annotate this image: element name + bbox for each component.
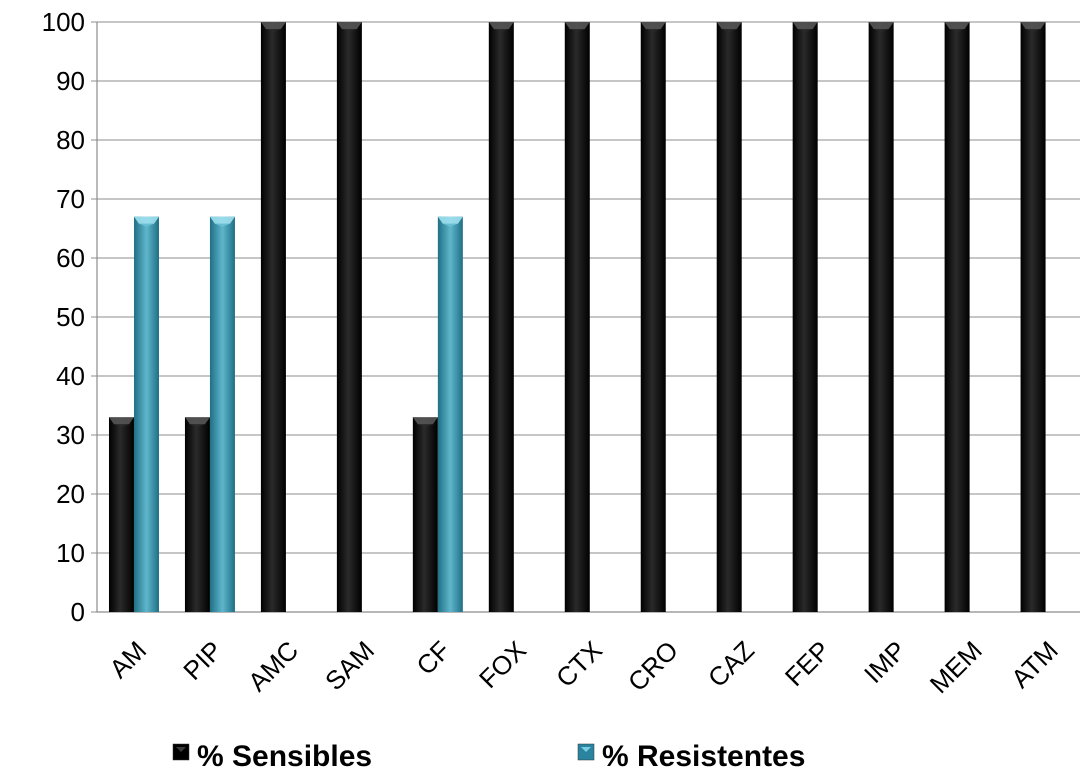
- bar-cap: [209, 216, 235, 224]
- y-tick-label: 90: [56, 66, 85, 96]
- bar-cap-shade: [569, 29, 585, 32]
- bar-cap-shade: [113, 424, 129, 428]
- x-tick-label: PIP: [177, 635, 228, 686]
- bar-cap: [868, 22, 894, 29]
- bar-cap-shade: [1025, 29, 1041, 32]
- x-tick-label: FOX: [473, 635, 532, 694]
- bar-sensibles: [108, 417, 134, 612]
- bar-cap: [1020, 22, 1046, 29]
- bar-sensibles: [716, 22, 742, 612]
- x-tick-label: CF: [410, 635, 456, 681]
- bar-sensibles: [868, 22, 894, 612]
- legend-swatch-highlight: [581, 747, 591, 752]
- bar-cap: [184, 417, 210, 425]
- bar-cap: [716, 22, 742, 29]
- legend-label-sensibles: % Sensibles: [197, 740, 372, 773]
- bar-sensibles: [336, 22, 362, 612]
- legend: % Sensibles % Resistentes: [172, 740, 805, 773]
- y-tick-label: 10: [56, 538, 85, 568]
- bar-cap-shade: [493, 29, 509, 32]
- x-tick-label: AM: [103, 635, 152, 684]
- bar-cap-shade: [645, 29, 661, 32]
- bar-cap: [792, 22, 818, 29]
- x-tick-label: AMC: [242, 635, 304, 697]
- y-tick-label: 80: [56, 125, 85, 155]
- bar-cap-shade: [214, 223, 230, 227]
- bar-sensibles: [564, 22, 590, 612]
- bar-resistentes: [209, 216, 235, 612]
- bar-cap-shade: [417, 424, 433, 428]
- y-tick-label: 100: [42, 7, 85, 37]
- bar-cap-shade: [138, 223, 154, 227]
- bar-cap: [488, 22, 514, 29]
- bar-cap: [437, 216, 463, 224]
- y-tick-label: 40: [56, 361, 85, 391]
- y-tick-label: 60: [56, 243, 85, 273]
- y-tick-label: 20: [56, 479, 85, 509]
- bar-resistentes: [133, 216, 159, 612]
- bars: [108, 22, 1046, 612]
- bar-sensibles: [412, 417, 438, 612]
- bar-cap: [640, 22, 666, 29]
- legend-label-resistentes: % Resistentes: [602, 740, 805, 773]
- bar-cap: [133, 216, 159, 224]
- x-tick-label: IMP: [858, 635, 912, 689]
- bar-cap-shade: [721, 29, 737, 32]
- bar-cap-shade: [949, 29, 965, 32]
- x-tick-label: SAM: [319, 635, 380, 696]
- bar-sensibles: [488, 22, 514, 612]
- y-tick-label: 50: [56, 302, 85, 332]
- x-tick-label: CTX: [550, 635, 608, 693]
- bar-sensibles: [640, 22, 666, 612]
- bar-cap-shade: [797, 29, 813, 32]
- bar-cap-shade: [341, 29, 357, 32]
- bar-sensibles: [792, 22, 818, 612]
- bar-sensibles: [1020, 22, 1046, 612]
- y-tick-label: 30: [56, 420, 85, 450]
- y-tick-label: 0: [71, 597, 85, 627]
- x-tick-label: CAZ: [702, 635, 760, 693]
- x-tick-label: ATM: [1005, 635, 1064, 694]
- bar-cap: [412, 417, 438, 425]
- bar-sensibles: [184, 417, 210, 612]
- x-tick-label: MEM: [924, 635, 988, 699]
- bar-sensibles: [944, 22, 970, 612]
- bar-cap: [336, 22, 362, 29]
- bar-cap: [108, 417, 134, 425]
- y-tick-label: 70: [56, 184, 85, 214]
- bar-cap: [564, 22, 590, 29]
- bar-cap-shade: [189, 424, 205, 428]
- bar-cap: [944, 22, 970, 29]
- bar-cap-shade: [265, 29, 281, 32]
- x-tick-label: FEP: [779, 635, 836, 692]
- bar-cap: [260, 22, 286, 29]
- bar-cap-shade: [442, 223, 458, 227]
- bar-cap-shade: [873, 29, 889, 32]
- bar-resistentes: [437, 216, 463, 612]
- x-tick-label: CRO: [622, 635, 684, 697]
- bar-sensibles: [260, 22, 286, 612]
- legend-swatch-highlight: [176, 747, 186, 752]
